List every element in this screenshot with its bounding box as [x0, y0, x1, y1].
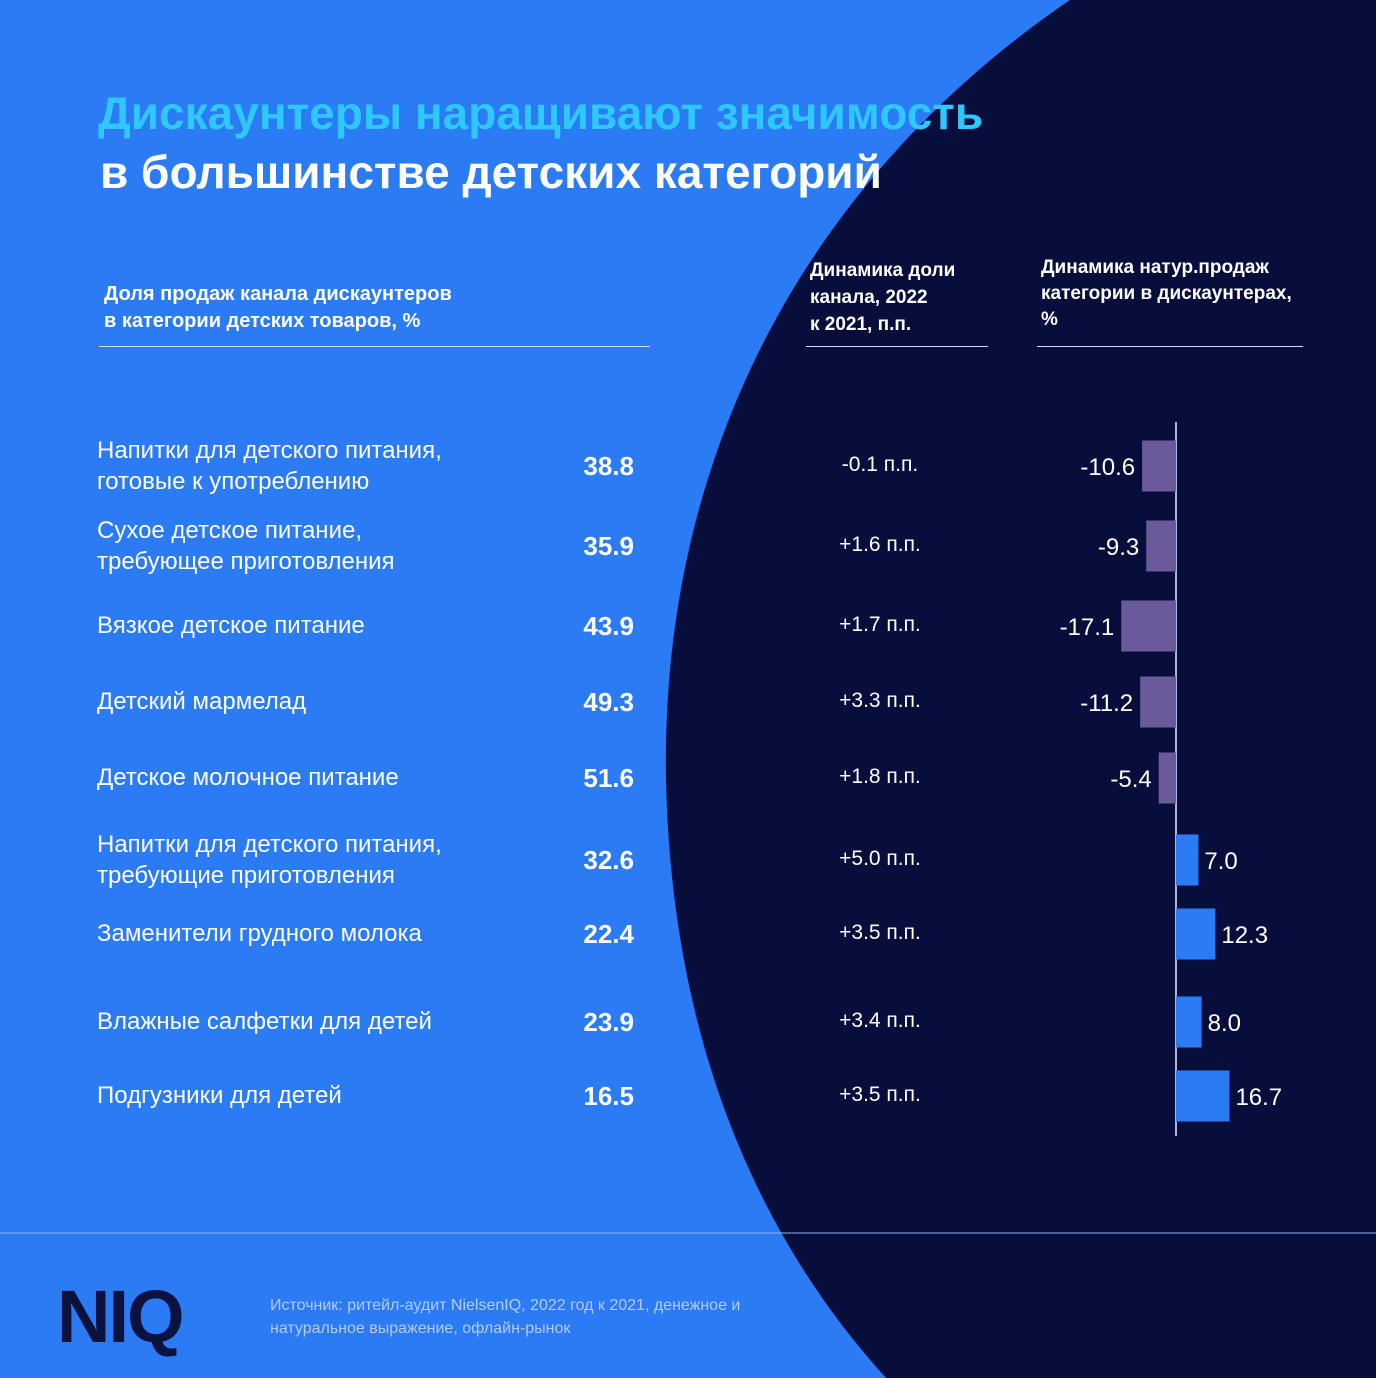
category-line1: Напитки для детского питания, [97, 437, 442, 464]
bar-label-1: -9.3 [1098, 534, 1139, 561]
niq-logo: NIQ [57, 1275, 185, 1358]
header-volume-line3: % [1041, 309, 1058, 330]
bar-label-3: -11.2 [1080, 690, 1133, 717]
bar-2 [1121, 600, 1176, 652]
bar-0 [1142, 440, 1176, 492]
category-line1: Влажные салфетки для детей [97, 1008, 432, 1035]
title-line2: в большинстве детских категорий [100, 146, 882, 198]
category-label: Сухое детское питание, требующее приготов… [97, 515, 557, 577]
header-delta: Динамика доли канала, 2022 к 2021, п.п. [810, 257, 955, 338]
bar-6 [1176, 908, 1216, 960]
share-value: 51.6 [583, 763, 634, 793]
bar-label-2: -17.1 [1060, 614, 1115, 641]
title-line1: Дискаунтеры наращивают значимость [98, 87, 984, 139]
bar-3 [1140, 676, 1176, 728]
category-label: Напитки для детского питания, готовые к у… [97, 435, 557, 497]
share-value: 49.3 [583, 687, 634, 717]
bar-label-5: 7.0 [1204, 848, 1237, 875]
category-label: Вязкое детское питание [97, 610, 557, 641]
delta-value: +1.8 п.п. [839, 765, 921, 788]
category-label: Напитки для детского питания, требующие п… [97, 829, 557, 891]
category-line1: Детский мармелад [97, 688, 307, 715]
bar-7 [1176, 996, 1202, 1048]
header-delta-line1: Динамика доли [810, 260, 956, 281]
delta-value: +3.5 п.п. [839, 1083, 921, 1106]
header-share: Доля продаж канала дискаунтеров в катего… [104, 281, 452, 335]
header-volume: Динамика натур.продаж категории в дискау… [1041, 255, 1292, 333]
category-label: Детское молочное питание [97, 762, 557, 793]
bar-label-7: 8.0 [1208, 1010, 1241, 1037]
source-line2: натуральное выражение, офлайн-рынок [270, 1320, 571, 1337]
delta-value: +5.0 п.п. [839, 847, 921, 870]
delta-value: +1.7 п.п. [839, 613, 921, 636]
category-line1: Подгузники для детей [97, 1082, 342, 1109]
header-volume-rule [1037, 346, 1303, 347]
share-value: 38.8 [583, 451, 634, 481]
bar-4 [1158, 752, 1176, 804]
category-line1: Детское молочное питание [97, 764, 399, 791]
category-line1: Вязкое детское питание [97, 612, 365, 639]
header-volume-line2: категории в дискаунтерах, [1041, 283, 1292, 304]
delta-value: +3.3 п.п. [839, 689, 921, 712]
category-line1: Сухое детское питание, [97, 517, 362, 544]
category-line2: требующие приготовления [97, 862, 395, 889]
bar-1 [1146, 520, 1176, 572]
category-label: Детский мармелад [97, 686, 557, 717]
category-label: Заменители грудного молока [97, 918, 557, 949]
delta-value: +3.5 п.п. [839, 921, 921, 944]
source-note: Источник: ритейл-аудит NielsenIQ, 2022 г… [270, 1294, 830, 1340]
header-delta-line3: к 2021, п.п. [810, 314, 912, 335]
bar-5 [1176, 834, 1199, 886]
header-delta-rule [806, 346, 988, 347]
share-value: 23.9 [583, 1007, 634, 1037]
category-label: Влажные салфетки для детей [97, 1006, 557, 1037]
share-value: 16.5 [583, 1081, 634, 1111]
delta-value: +1.6 п.п. [839, 533, 921, 556]
delta-value: -0.1 п.п. [841, 453, 919, 476]
header-volume-line1: Динамика натур.продаж [1041, 257, 1269, 278]
category-line2: готовые к употреблению [97, 468, 370, 495]
bar-label-4: -5.4 [1110, 766, 1151, 793]
share-value: 22.4 [583, 919, 634, 949]
header-share-rule [99, 346, 650, 347]
source-line1: Источник: ритейл-аудит NielsenIQ, 2022 г… [270, 1297, 741, 1314]
header-delta-line2: канала, 2022 [810, 287, 928, 308]
bar-label-0: -10.6 [1080, 454, 1135, 481]
delta-value: +3.4 п.п. [839, 1009, 921, 1032]
category-line1: Заменители грудного молока [97, 920, 422, 947]
header-share-line1: Доля продаж канала дискаунтеров [104, 283, 452, 305]
share-value: 43.9 [583, 611, 634, 641]
share-value: 32.6 [583, 845, 634, 875]
category-label: Подгузники для детей [97, 1080, 557, 1111]
share-value: 35.9 [583, 531, 634, 561]
category-line2: требующее приготовления [97, 548, 395, 575]
bar-8 [1176, 1070, 1230, 1122]
category-line1: Напитки для детского питания, [97, 831, 442, 858]
bar-label-8: 16.7 [1235, 1084, 1282, 1111]
bar-label-6: 12.3 [1221, 922, 1268, 949]
header-share-line2: в категории детских товаров, % [104, 310, 421, 332]
